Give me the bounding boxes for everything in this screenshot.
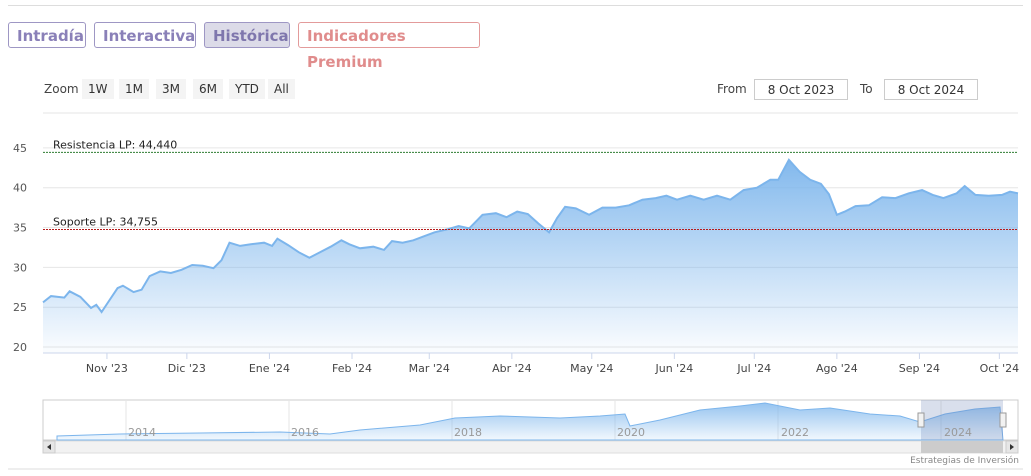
navigator-area — [56, 402, 1004, 441]
from-input[interactable]: 8 Oct 2023 — [754, 79, 848, 100]
zoom-button[interactable]: 3M — [156, 79, 186, 99]
to-input[interactable]: 8 Oct 2024 — [884, 79, 978, 100]
arrow — [1010, 444, 1014, 450]
navigator-year: 2018 — [454, 426, 482, 439]
x-tick-label: Jul '24 — [736, 362, 771, 375]
zoom-button[interactable]: 6M — [193, 79, 223, 99]
navigator-window[interactable] — [921, 400, 1003, 440]
zoom-button[interactable]: 1W — [82, 79, 114, 99]
zoom-button[interactable]: 1M — [119, 79, 149, 99]
tab[interactable]: Indicadores Premium — [298, 22, 480, 71]
x-tick-label: Ene '24 — [249, 362, 290, 375]
plot-line-label: Resistencia LP: 44,440 — [53, 138, 177, 151]
y-tick-label: 20 — [13, 341, 27, 354]
y-tick-label: 30 — [13, 261, 27, 274]
navigator-year: 2014 — [128, 426, 156, 439]
x-tick-label: May '24 — [570, 362, 613, 375]
plot-line-label: Soporte LP: 34,755 — [53, 216, 158, 229]
x-tick-label: Sep '24 — [899, 362, 940, 375]
arrow — [47, 444, 51, 450]
navigator-handle[interactable] — [999, 412, 1007, 428]
x-tick-label: Dic '23 — [168, 362, 206, 375]
tab[interactable]: Histórica — [204, 22, 290, 48]
x-tick-label: Nov '23 — [86, 362, 128, 375]
y-tick-label: 40 — [13, 182, 27, 195]
x-tick-label: Abr '24 — [492, 362, 532, 375]
navigator-year: 2022 — [781, 426, 809, 439]
x-tick-label: Mar '24 — [409, 362, 450, 375]
footer-credit: Estrategias de Inversión — [910, 456, 1019, 466]
navigator-year: 2016 — [291, 426, 319, 439]
x-tick-label: Jun '24 — [654, 362, 693, 375]
y-tick-label: 25 — [13, 301, 27, 314]
navigator-year: 2020 — [617, 426, 645, 439]
scrollbar-thumb[interactable] — [921, 441, 1003, 453]
top-border — [8, 5, 1023, 6]
to-label: To — [860, 82, 873, 96]
area — [43, 159, 1018, 353]
zoom-button[interactable]: All — [268, 79, 295, 99]
zoom-label: Zoom — [44, 82, 79, 96]
line — [42, 158, 1019, 314]
x-tick-label: Feb '24 — [332, 362, 372, 375]
from-label: From — [717, 82, 747, 96]
navigator-handle[interactable] — [917, 412, 925, 428]
navigator-year: 2024 — [944, 426, 972, 439]
y-tick-label: 45 — [13, 142, 27, 155]
tab[interactable]: Intradía — [8, 22, 86, 48]
tab[interactable]: Interactiva — [94, 22, 196, 48]
scrollbar-track[interactable] — [42, 440, 1019, 454]
x-tick-label: Oct '24 — [980, 362, 1020, 375]
x-tick-label: Ago '24 — [816, 362, 858, 375]
y-tick-label: 35 — [13, 222, 27, 235]
zoom-button[interactable]: YTD — [229, 79, 265, 99]
